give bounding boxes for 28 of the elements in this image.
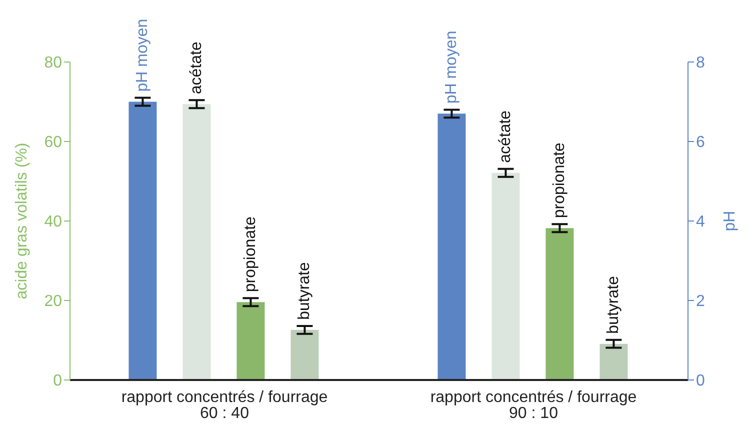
y2-tick-label: 8: [696, 54, 705, 72]
y2-tick-label: 2: [696, 293, 705, 310]
y2-tick-label: 6: [696, 134, 705, 152]
y2-tick-label: 4: [696, 214, 705, 231]
bar: [546, 228, 574, 380]
y-tick-label: 40: [44, 214, 62, 231]
x-tick-label: rapport concentrés / fourrage 90 : 10: [430, 389, 637, 422]
text: butyrate: [296, 262, 314, 320]
bar: [290, 330, 319, 380]
x-tick-label: rapport concentrés / fourrage 60 : 40: [121, 389, 328, 422]
bar: [492, 172, 520, 380]
y-tick-label: 60: [44, 134, 62, 152]
text: acétate: [188, 42, 206, 94]
text: propionate: [551, 142, 568, 218]
text: acétate: [497, 110, 514, 163]
y-tick-label: 0: [53, 372, 62, 390]
bar: [600, 344, 628, 380]
text: pH moyen: [443, 30, 460, 104]
y2-axis-title: pH: [722, 210, 739, 232]
text: butyrate: [605, 276, 622, 334]
y-tick-label: 20: [44, 293, 62, 310]
text: propionate: [242, 216, 260, 292]
y-axis-title: acide gras volatils (%): [14, 142, 31, 300]
y-tick-label: 80: [44, 54, 62, 72]
bar: [236, 302, 265, 380]
bar: [182, 104, 211, 380]
y2-tick-label: 0: [696, 372, 705, 390]
text: pH moyen: [134, 18, 152, 92]
